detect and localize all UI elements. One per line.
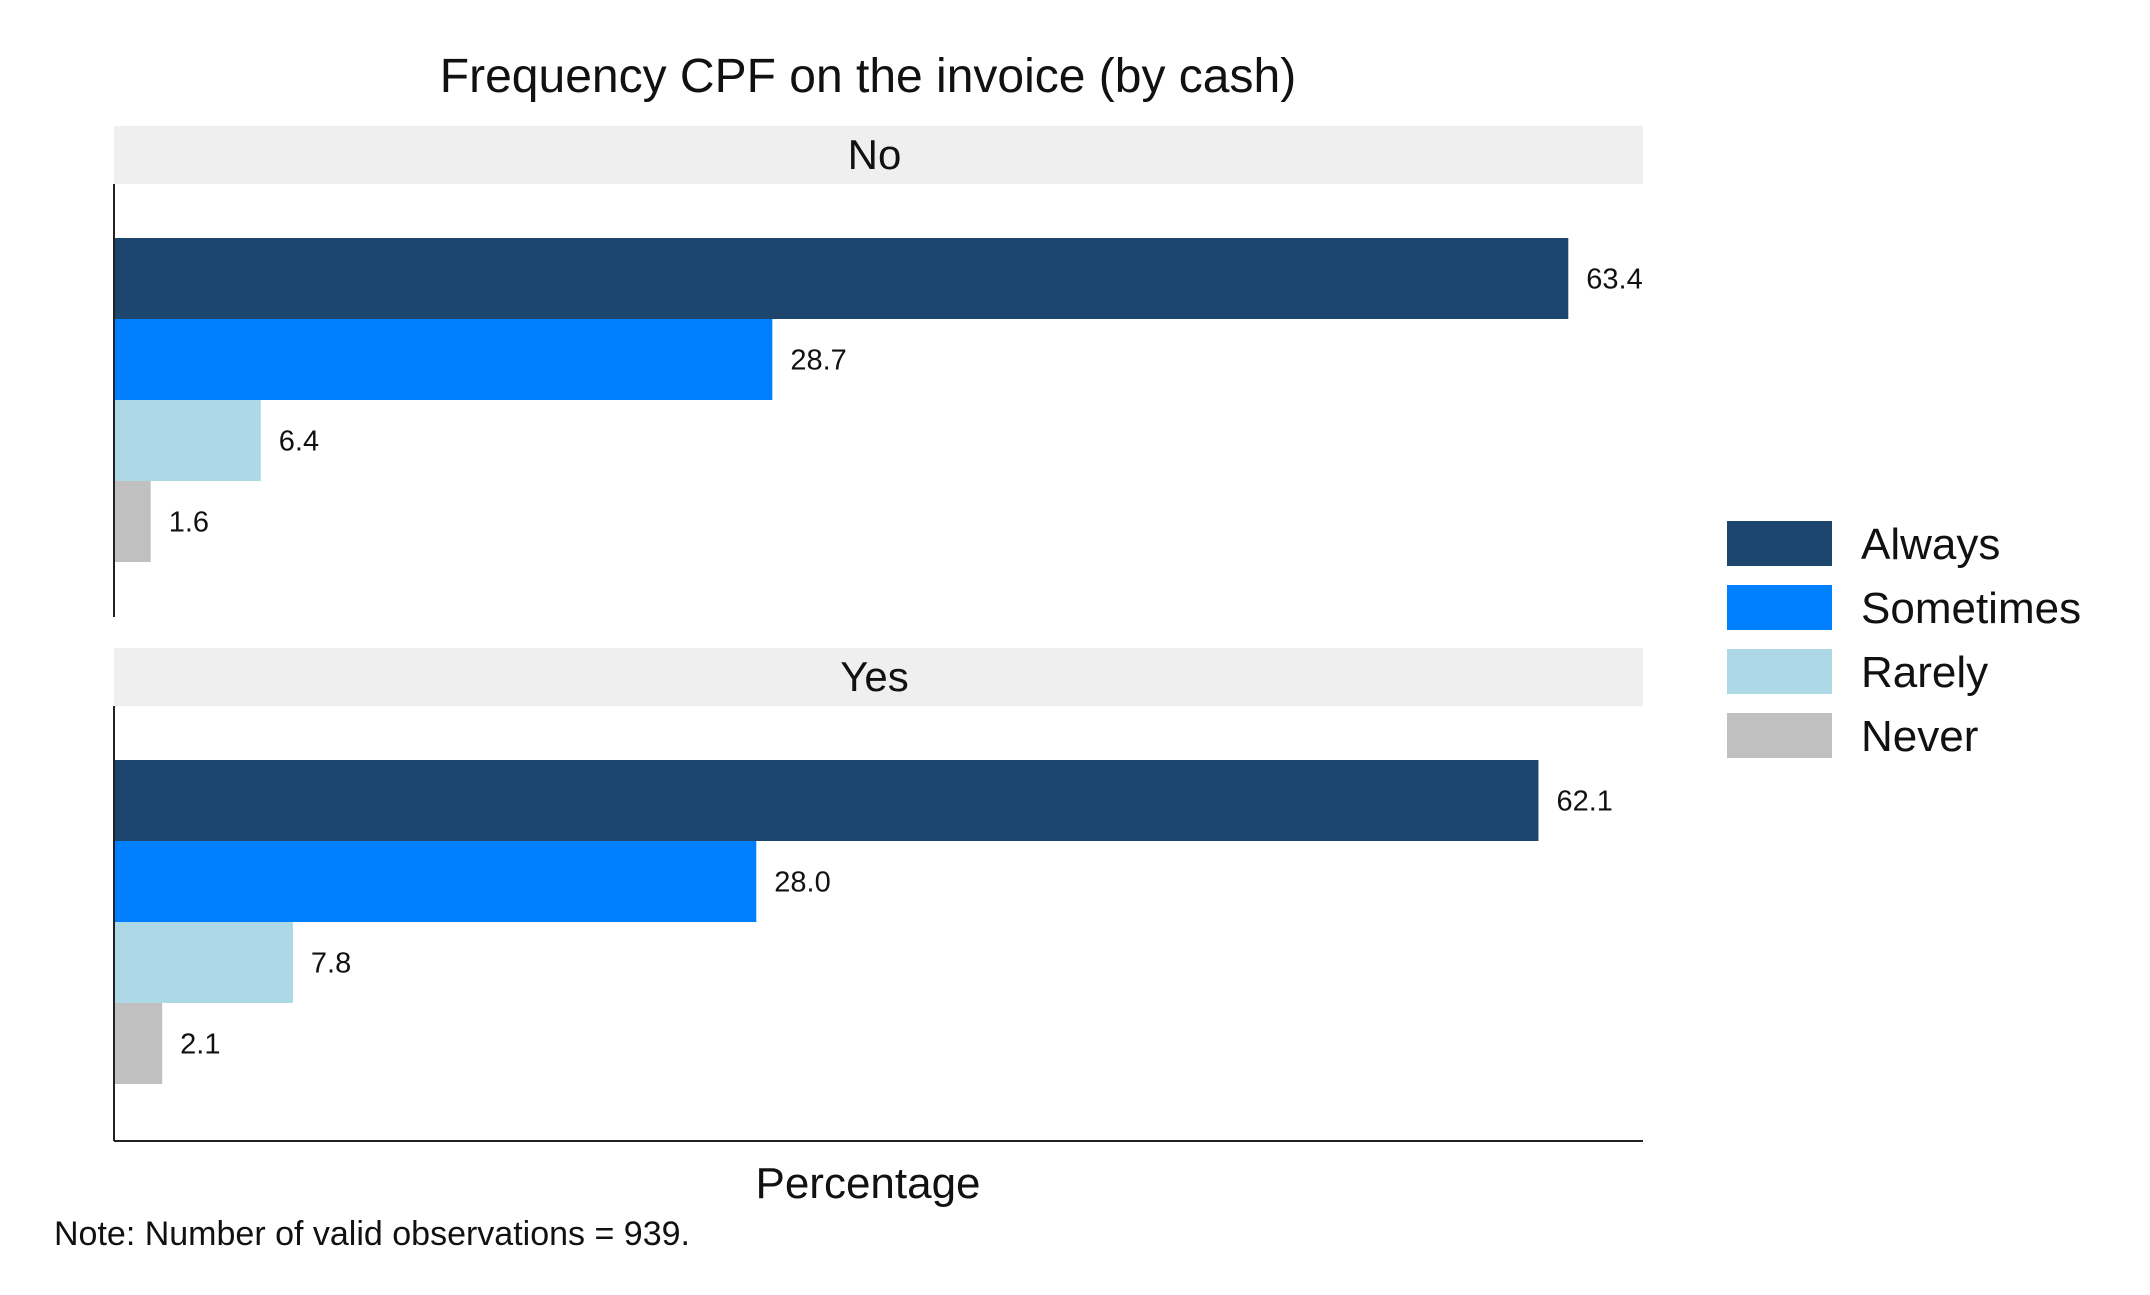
bar-never [115,1003,163,1084]
legend-item-sometimes: Sometimes [1727,584,2081,633]
legend-swatch [1727,649,1832,694]
data-label-never: 1.6 [169,507,209,539]
facet-strip-background [114,648,1643,706]
panel-no: No 63.4 28.7 6.4 1.6 [113,126,1643,617]
data-label-always: 62.1 [1556,786,1612,818]
legend-item-always: Always [1727,520,2000,569]
legend-label: Never [1861,712,1978,761]
facet-panels: No 63.4 28.7 6.4 1.6 Yes 62.1 28.0 7.8 2.1 [113,126,1643,1141]
facet-strip-background [114,126,1643,184]
facet-strip-label: Yes [840,653,909,700]
legend-swatch [1727,585,1832,630]
x-axis-label: Percentage [755,1159,980,1208]
chart-title: Frequency CPF on the invoice (by cash) [440,50,1296,103]
legend-swatch [1727,521,1832,566]
bar-never [115,481,151,562]
legend-label: Rarely [1861,648,1988,697]
legend-swatch [1727,713,1832,758]
bar-sometimes [115,841,757,922]
data-label-rarely: 6.4 [279,426,319,458]
data-label-always: 63.4 [1586,264,1642,296]
bar-rarely [115,922,293,1003]
data-label-sometimes: 28.0 [774,867,830,899]
data-label-sometimes: 28.7 [790,345,846,377]
bar-sometimes [115,319,773,400]
data-label-rarely: 7.8 [311,948,351,980]
facet-strip-label: No [848,131,902,178]
panel-yes: Yes 62.1 28.0 7.8 2.1 [113,648,1643,1141]
legend-label: Sometimes [1861,584,2081,633]
data-label-never: 2.1 [180,1029,220,1061]
bar-always [115,238,1569,319]
bar-always [115,760,1539,841]
bar-rarely [115,400,261,481]
legend-item-rarely: Rarely [1727,648,1988,697]
legend-item-never: Never [1727,712,1978,761]
legend: Always Sometimes Rarely Never [1727,520,2081,761]
note-text: Note: Number of valid observations = 939… [54,1215,690,1253]
legend-label: Always [1861,520,2000,569]
